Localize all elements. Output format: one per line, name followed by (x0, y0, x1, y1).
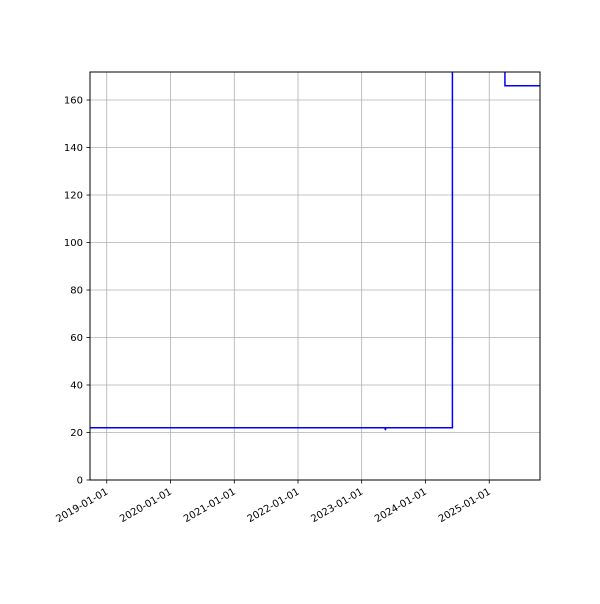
y-tick-label: 160 (64, 96, 83, 107)
plot-background (90, 72, 540, 480)
y-axis: 0 20 40 60 80 100 120 140 160 (64, 96, 90, 487)
x-axis: 2019-01-01 2020-01-01 2021-01-01 2022-01-01… (54, 480, 493, 526)
series (90, 72, 540, 431)
y-tick-label: 80 (70, 286, 83, 297)
y-tick-label: 100 (64, 238, 83, 249)
grid (90, 72, 540, 481)
x-tick-label: 2022-01-01 (246, 487, 302, 526)
y-tick-label: 0 (77, 476, 83, 487)
y-tick-label: 20 (70, 428, 83, 439)
plot-frame (89, 71, 541, 481)
series-line (90, 72, 540, 431)
x-tick-label: 2021-01-01 (182, 487, 238, 526)
x-tick-label: 2025-01-01 (437, 487, 493, 526)
x-tick-label: 2019-01-01 (54, 487, 110, 526)
x-tick-label: 2020-01-01 (118, 487, 174, 526)
y-tick-label: 140 (64, 143, 83, 154)
y-tick-label: 120 (64, 191, 83, 202)
x-tick-label: 2023-01-01 (309, 487, 365, 526)
y-tick-label: 60 (70, 333, 83, 344)
x-tick-label: 2024-01-01 (373, 487, 429, 526)
y-tick-label: 40 (70, 381, 83, 392)
